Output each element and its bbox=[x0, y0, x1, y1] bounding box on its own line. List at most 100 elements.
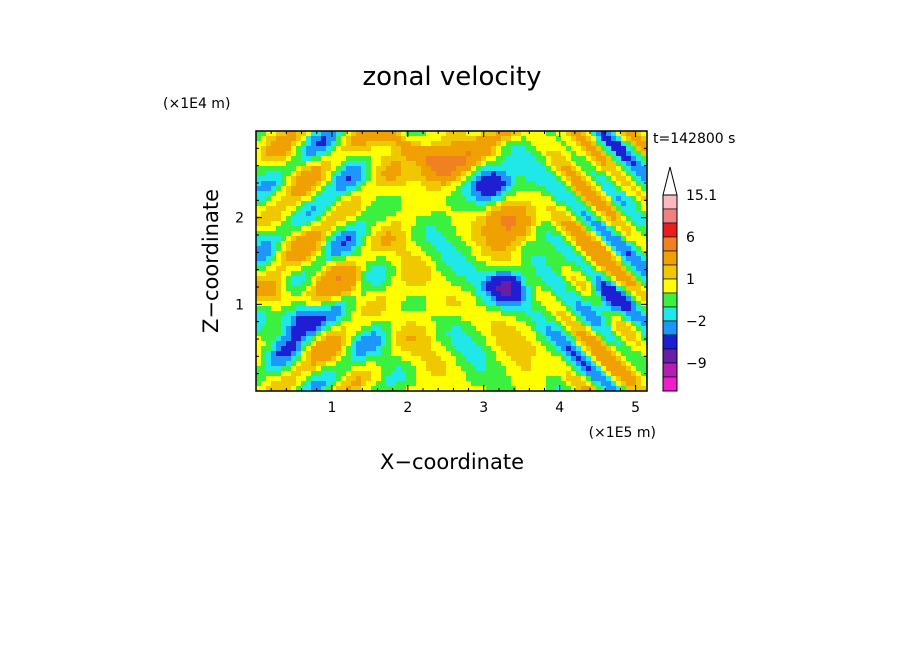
contour-cell bbox=[391, 201, 397, 207]
contour-cell bbox=[621, 246, 627, 252]
contour-cell bbox=[411, 176, 417, 182]
contour-cell bbox=[421, 266, 427, 272]
contour-cell bbox=[566, 221, 572, 227]
contour-cell bbox=[601, 231, 607, 237]
contour-cell bbox=[546, 251, 552, 257]
contour-cell bbox=[576, 341, 582, 347]
contour-cell bbox=[501, 281, 507, 287]
contour-cell bbox=[411, 366, 417, 372]
contour-cell bbox=[471, 251, 477, 257]
contour-cell bbox=[266, 211, 272, 217]
contour-cell bbox=[471, 196, 477, 202]
contour-cell bbox=[516, 166, 522, 172]
contour-cell bbox=[611, 231, 617, 237]
contour-cell bbox=[606, 176, 612, 182]
contour-cell bbox=[381, 351, 387, 357]
contour-cell bbox=[301, 306, 307, 312]
contour-cell bbox=[516, 351, 522, 357]
contour-cell bbox=[461, 316, 467, 322]
contour-cell bbox=[576, 146, 582, 152]
contour-cell bbox=[286, 296, 292, 302]
contour-cell bbox=[541, 146, 547, 152]
contour-cell bbox=[531, 356, 537, 362]
contour-cell bbox=[421, 166, 427, 172]
contour-cell bbox=[636, 386, 642, 391]
contour-cell bbox=[441, 196, 447, 202]
contour-cell bbox=[286, 331, 292, 337]
contour-cell bbox=[306, 241, 312, 247]
contour-cell bbox=[446, 251, 452, 257]
time-label: t=142800 s bbox=[653, 131, 735, 147]
contour-cell bbox=[371, 256, 377, 262]
contour-cell bbox=[631, 191, 637, 197]
contour-cell bbox=[336, 331, 342, 337]
contour-cell bbox=[366, 231, 372, 237]
contour-cell bbox=[546, 286, 552, 292]
contour-cell bbox=[601, 241, 607, 247]
contour-cell bbox=[411, 221, 417, 227]
contour-cell bbox=[356, 311, 362, 317]
contour-cell bbox=[541, 301, 547, 307]
contour-cell bbox=[446, 301, 452, 307]
contour-cell bbox=[331, 371, 337, 377]
contour-cell bbox=[496, 211, 502, 217]
contour-cell bbox=[541, 151, 547, 157]
contour-cell bbox=[451, 351, 457, 357]
contour-cell bbox=[451, 181, 457, 187]
contour-cell bbox=[561, 281, 567, 287]
contour-cell bbox=[406, 326, 412, 332]
contour-cell bbox=[496, 381, 502, 387]
contour-cell bbox=[616, 316, 622, 322]
contour-cell bbox=[631, 311, 637, 317]
contour-cell bbox=[526, 326, 532, 332]
contour-cell bbox=[531, 286, 537, 292]
contour-cell bbox=[406, 281, 412, 287]
contour-cell bbox=[531, 166, 537, 172]
contour-cell bbox=[501, 221, 507, 227]
contour-cell bbox=[406, 256, 412, 262]
contour-cell bbox=[526, 256, 532, 262]
contour-cell bbox=[391, 146, 397, 152]
contour-cell bbox=[386, 141, 392, 147]
contour-cell bbox=[276, 271, 282, 277]
contour-cell bbox=[431, 321, 437, 327]
contour-cell bbox=[641, 176, 647, 182]
contour-cell bbox=[436, 166, 442, 172]
contour-cell bbox=[316, 301, 322, 307]
contour-cell bbox=[431, 226, 437, 232]
contour-cell bbox=[446, 181, 452, 187]
contour-cell bbox=[296, 276, 302, 282]
contour-cell bbox=[511, 341, 517, 347]
contour-cell bbox=[616, 171, 622, 177]
contour-cell bbox=[271, 211, 277, 217]
contour-cell bbox=[636, 316, 642, 322]
contour-cell bbox=[501, 261, 507, 267]
contour-cell bbox=[321, 231, 327, 237]
contour-cell bbox=[391, 341, 397, 347]
contour-cell bbox=[536, 321, 542, 327]
contour-cell bbox=[531, 161, 537, 167]
contour-cell bbox=[601, 361, 607, 367]
contour-cell bbox=[321, 266, 327, 272]
contour-cell bbox=[641, 386, 647, 391]
contour-cell bbox=[316, 311, 322, 317]
contour-cell bbox=[501, 286, 507, 292]
contour-cell bbox=[386, 371, 392, 377]
contour-cell bbox=[446, 186, 452, 192]
contour-cell bbox=[371, 366, 377, 372]
contour-cell bbox=[511, 266, 517, 272]
contour-cell bbox=[271, 291, 277, 297]
contour-cell bbox=[591, 136, 597, 142]
contour-cell bbox=[426, 156, 432, 162]
contour-cell bbox=[256, 261, 262, 267]
contour-cell bbox=[496, 196, 502, 202]
contour-cell bbox=[341, 281, 347, 287]
contour-cell bbox=[631, 186, 637, 192]
contour-cell bbox=[366, 346, 372, 352]
contour-cell bbox=[516, 156, 522, 162]
contour-cell bbox=[631, 321, 637, 327]
contour-cell bbox=[516, 331, 522, 337]
contour-cell bbox=[411, 351, 417, 357]
contour-cell bbox=[551, 241, 557, 247]
contour-cell bbox=[456, 156, 462, 162]
